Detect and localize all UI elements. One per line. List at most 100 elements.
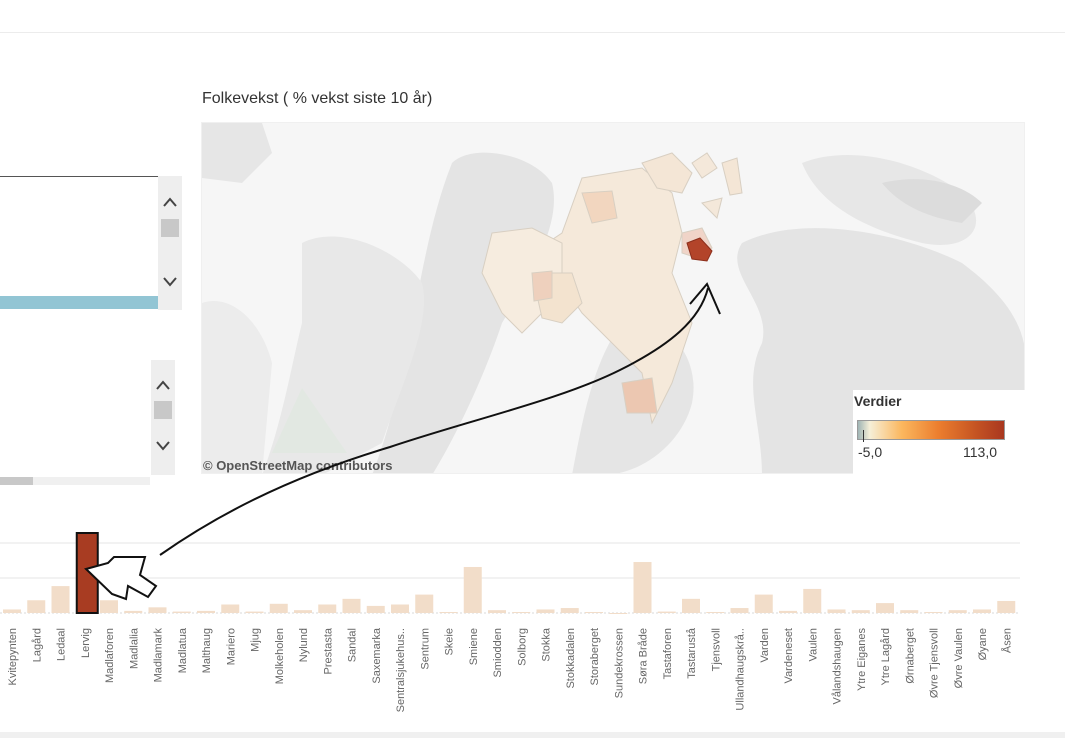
bar-chart[interactable]: Kvitepynten Lagård Ledaal Lervig Madlaforen M… xyxy=(0,520,1025,720)
filter-list-2[interactable] xyxy=(0,360,175,475)
bar-vaulen[interactable] xyxy=(803,588,822,613)
bar-mjug[interactable] xyxy=(245,611,264,613)
x-tick-label: Øyane xyxy=(977,628,989,660)
bar-sentralsjukehus-[interactable] xyxy=(391,604,409,613)
up-chevron-icon[interactable] xyxy=(151,375,175,395)
bar-madlamark[interactable] xyxy=(148,607,167,613)
x-tick-label: Lervig xyxy=(80,628,92,658)
filter-list-1-selected-item[interactable] xyxy=(0,296,158,309)
x-tick-label: Søra Bråde xyxy=(638,628,650,684)
bar-sentrum[interactable] xyxy=(415,594,434,613)
filter-list-2-scrollbar[interactable] xyxy=(151,360,175,475)
bar-varden[interactable] xyxy=(754,594,773,613)
bar-tastaforen[interactable] xyxy=(657,611,676,613)
bar-chart-svg: Kvitepynten Lagård Ledaal Lervig Madlaforen M… xyxy=(0,532,1020,712)
x-tick-label: Molkeholen xyxy=(274,628,286,684)
x-tick-label: Sundekrossen xyxy=(613,628,625,698)
bottom-scrollbar[interactable] xyxy=(0,732,1065,738)
x-tick-label: Åsen xyxy=(1000,628,1013,653)
horizontal-scroll-thumb[interactable] xyxy=(0,477,33,485)
bar-stokkadalen[interactable] xyxy=(560,608,579,613)
x-tick-label: Smiodden xyxy=(492,628,504,678)
x-tick-label: Kvitepynten xyxy=(7,628,19,685)
x-tick-label: Sentralsjukehus.. xyxy=(395,628,407,712)
bar-sundekrossen[interactable] xyxy=(609,613,628,614)
bar-tjensvoll[interactable] xyxy=(706,612,725,613)
filter-list-1-border xyxy=(0,176,158,177)
bar-ytre-lagård[interactable] xyxy=(876,603,894,613)
bar-øyane[interactable] xyxy=(973,609,991,613)
up-chevron-icon[interactable] xyxy=(158,192,182,212)
x-tick-label: Tastarustå xyxy=(686,627,698,679)
x-tick-label: Saxemarka xyxy=(371,627,383,684)
x-tick-label: Sandal xyxy=(347,628,359,662)
filter-list-1-scrollbar[interactable] xyxy=(158,176,182,310)
bar-vardeneset[interactable] xyxy=(779,610,797,613)
filter-list-1-body[interactable] xyxy=(0,177,158,309)
bar-smiodden[interactable] xyxy=(488,610,506,613)
x-tick-label: Tastaforen xyxy=(662,628,674,679)
map-legend: Verdier -5,0 113,0 xyxy=(853,390,1025,474)
x-tick-label: Madlamark xyxy=(153,628,165,683)
legend-min-label: -5,0 xyxy=(858,444,883,460)
bar-søra-bråde[interactable] xyxy=(633,562,652,613)
x-tick-label: Prestasta xyxy=(322,627,334,674)
map-attribution: © OpenStreetMap contributors xyxy=(203,458,393,473)
bar-madlalia[interactable] xyxy=(124,610,143,613)
x-tick-label: Sentrum xyxy=(419,628,431,670)
x-tick-label: Ytre Eiganes xyxy=(856,628,868,691)
bar-vålandshaugen[interactable] xyxy=(827,609,846,613)
filter-list-1[interactable] xyxy=(0,176,182,310)
bar-smiene[interactable] xyxy=(463,566,482,613)
bar-mariero[interactable] xyxy=(221,604,240,613)
bar-madlatua[interactable] xyxy=(172,611,191,613)
x-tick-label: Mjug xyxy=(250,628,262,652)
bar-kvitepynten[interactable] xyxy=(3,609,21,613)
horizontal-scrollbar[interactable] xyxy=(0,477,150,485)
x-tick-label: Vaulen xyxy=(807,628,819,661)
bar-solborg[interactable] xyxy=(512,612,531,613)
bar-åsen[interactable] xyxy=(997,600,1016,613)
bar-ytre-eiganes[interactable] xyxy=(851,610,870,613)
x-tick-label: Øvre Vaulen xyxy=(953,628,965,688)
bar-molkeholen[interactable] xyxy=(269,603,288,613)
x-tick-label: Ytre Lagård xyxy=(880,628,892,685)
filter-list-2-scroll-thumb[interactable] xyxy=(154,401,172,419)
bar-sandal[interactable] xyxy=(342,598,361,613)
x-tick-label: Mariero xyxy=(225,628,237,665)
top-divider xyxy=(0,32,1065,33)
bar-ullandhaugskrå-[interactable] xyxy=(730,608,749,613)
x-tick-label: Nylund xyxy=(298,628,310,662)
bar-øvre-vaulen[interactable] xyxy=(948,610,967,613)
bar-madlaforen[interactable] xyxy=(100,600,118,613)
x-tick-label: Storaberget xyxy=(589,628,601,685)
x-tick-label: Madlatua xyxy=(177,627,189,673)
x-tick-label: Øvre Tjensvoll xyxy=(929,628,941,698)
legend-color-ramp xyxy=(857,420,1005,440)
bar-øvre-tjensvoll[interactable] xyxy=(924,612,943,613)
x-tick-label: Malthaug xyxy=(201,628,213,673)
bar-lagård[interactable] xyxy=(27,600,46,613)
bar-tastarustå[interactable] xyxy=(682,598,700,613)
bar-prestasta[interactable] xyxy=(318,604,337,613)
x-tick-label: Ledaal xyxy=(56,628,68,661)
bar-saxemarka[interactable] xyxy=(366,605,385,613)
down-chevron-icon[interactable] xyxy=(158,272,182,292)
x-tick-label: Smiene xyxy=(468,628,480,665)
x-tick-label: Stokka xyxy=(541,627,553,662)
x-tick-label: Madlaforen xyxy=(104,628,116,683)
bar-ledaal[interactable] xyxy=(51,586,70,613)
bar-nylund[interactable] xyxy=(294,610,312,613)
x-tick-label: Skeie xyxy=(444,628,456,656)
bar-ørnaberget[interactable] xyxy=(900,610,919,613)
bar-malthaug[interactable] xyxy=(197,610,215,613)
bar-lervig[interactable] xyxy=(75,532,99,614)
filter-list-1-scroll-thumb[interactable] xyxy=(161,219,179,237)
bar-storaberget[interactable] xyxy=(585,612,603,613)
x-tick-label: Tjensvoll xyxy=(710,628,722,671)
bar-skeie[interactable] xyxy=(439,612,458,613)
x-tick-label: Ullandhaugskrå.. xyxy=(735,628,747,711)
down-chevron-icon[interactable] xyxy=(151,436,175,456)
x-tick-label: Ørnaberget xyxy=(904,628,916,684)
bar-stokka[interactable] xyxy=(536,609,555,613)
